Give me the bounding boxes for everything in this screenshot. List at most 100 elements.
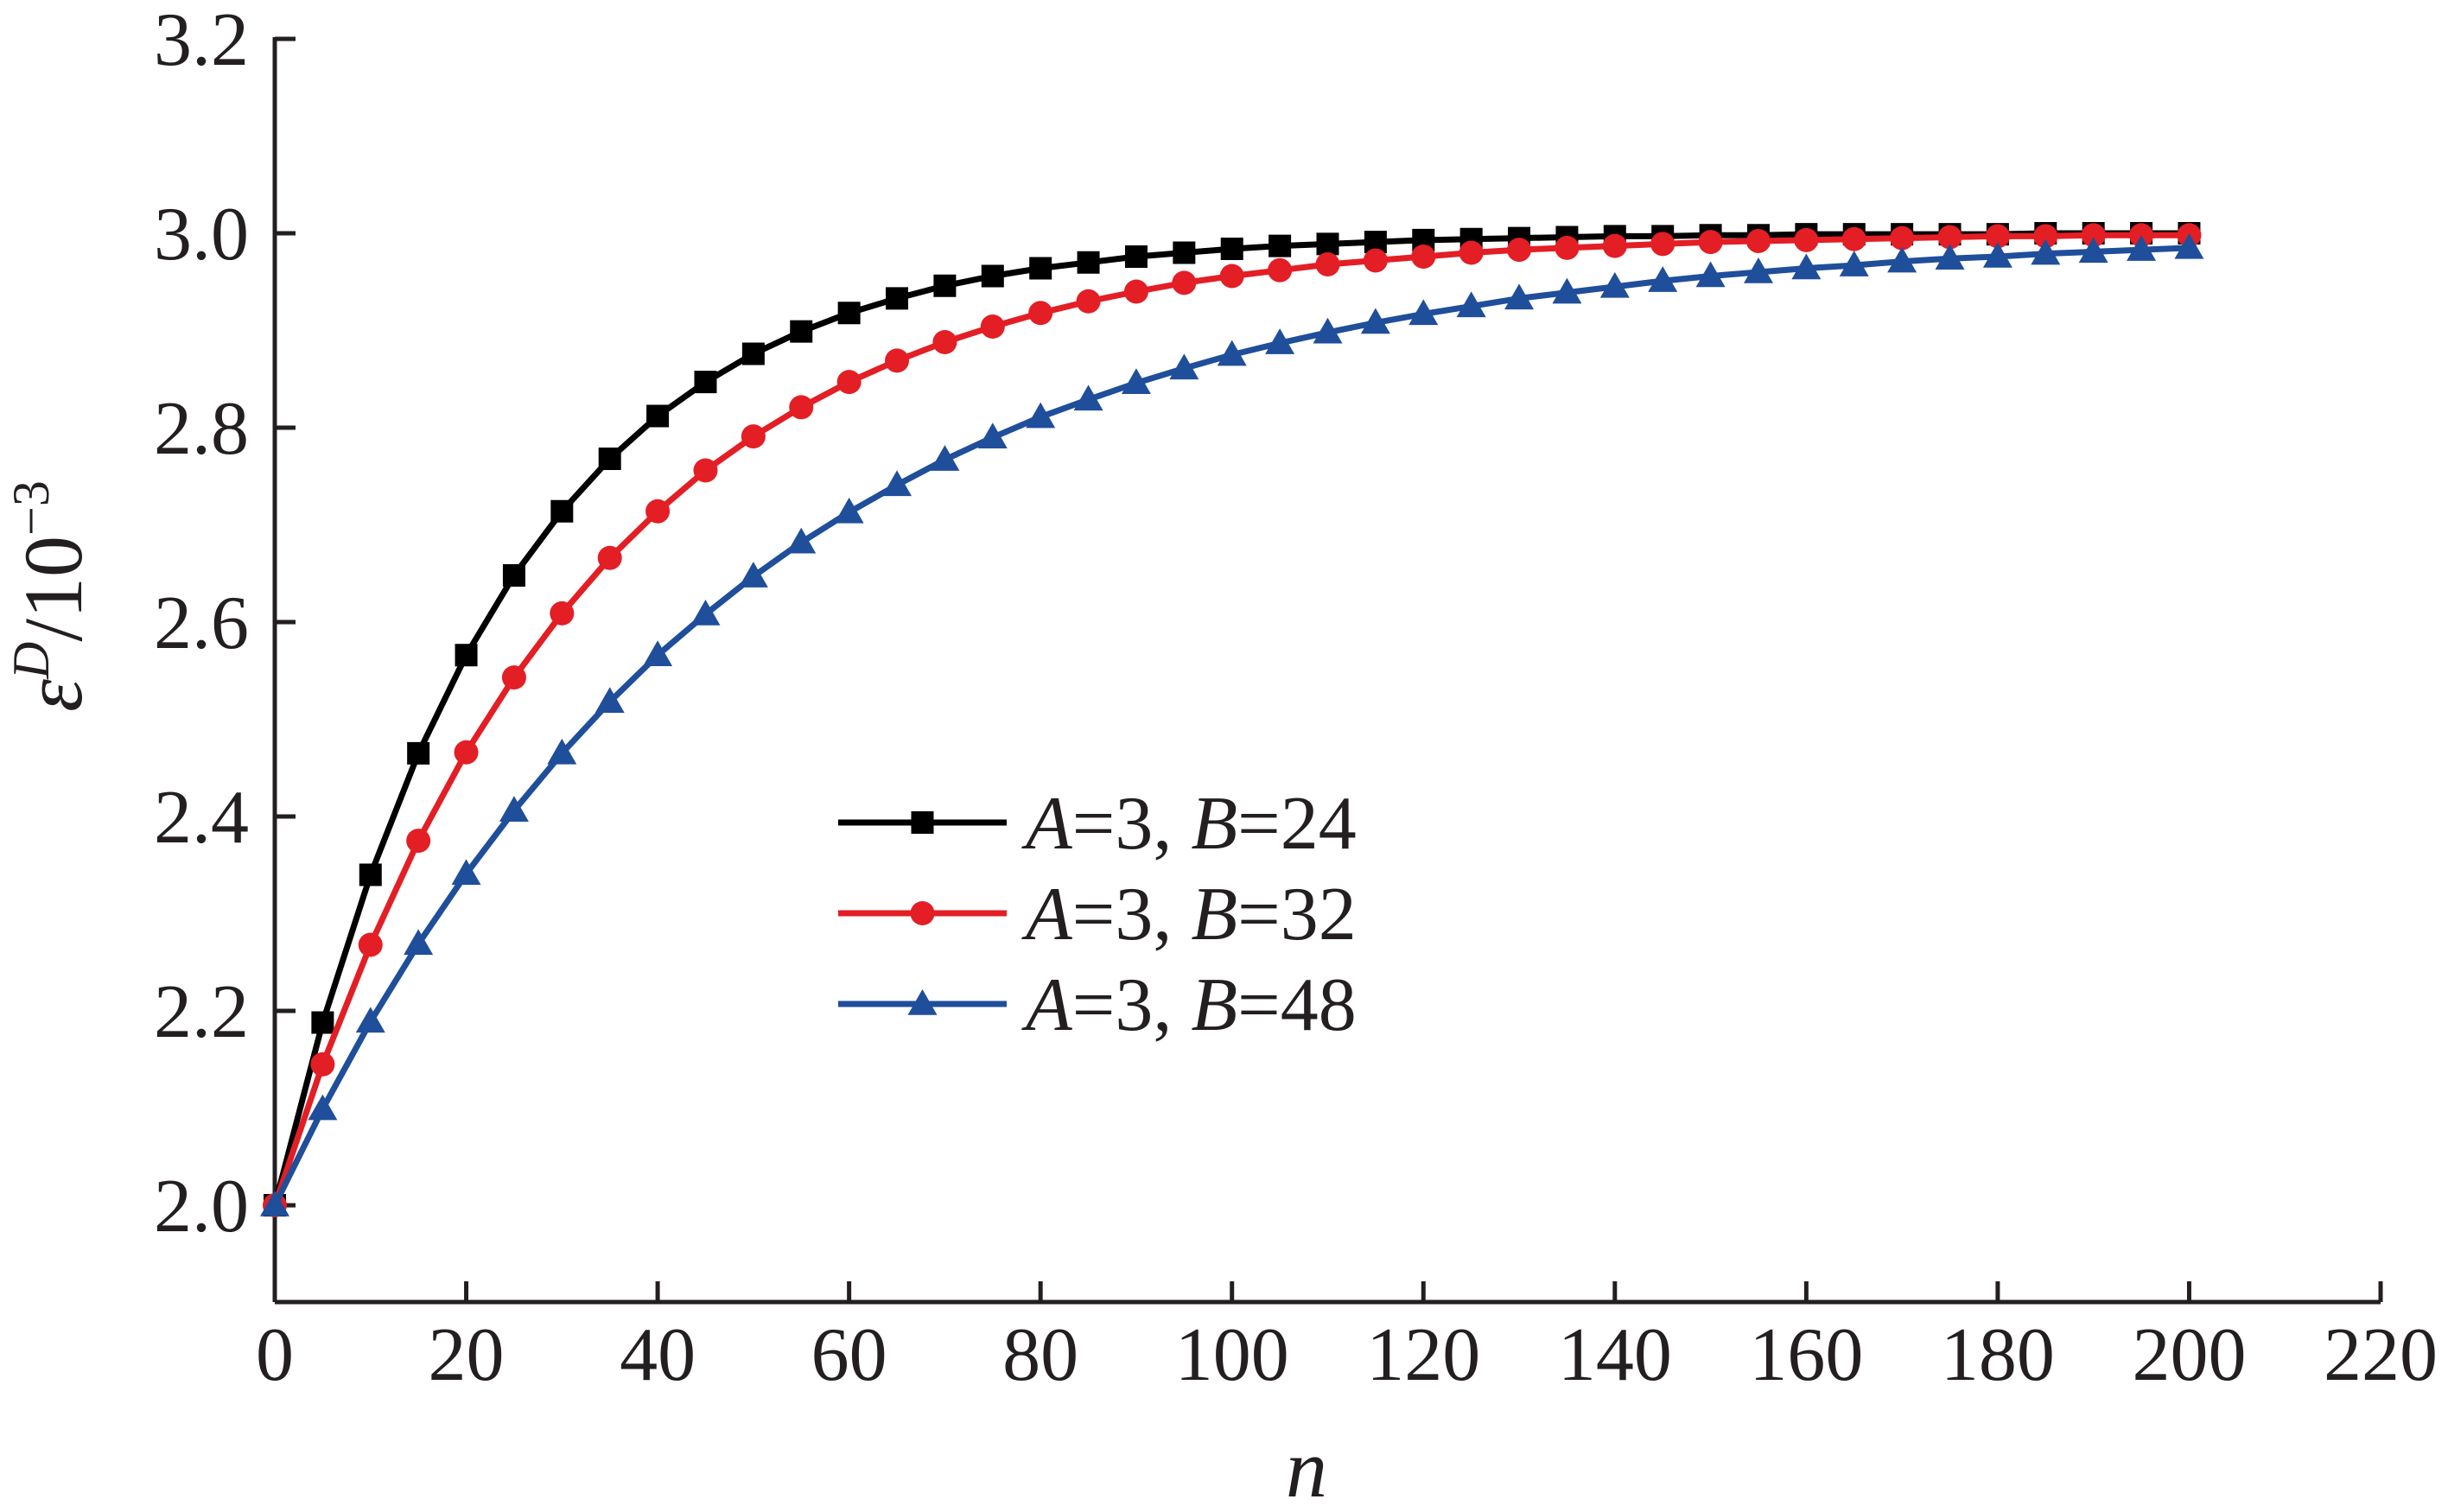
data-point [359,863,382,886]
data-point [1268,257,1293,283]
data-point [1743,257,1773,283]
data-point [1173,241,1196,264]
y-axis-label-base: ε [7,679,99,712]
series-line [271,230,2190,1206]
data-point [550,600,575,626]
x-tick-label: 0 [256,1313,294,1397]
data-point [1121,368,1151,394]
data-point [1935,244,1965,270]
legend-marker [907,989,938,1015]
legend-item: A=3, B=32 [838,873,1357,956]
data-point [690,600,721,626]
y-axis-label-superscript: D [3,642,60,680]
legend: A=3, B=24A=3, B=32A=3, B=48 [838,782,1357,1047]
data-point [1555,235,1580,260]
data-point [358,932,383,957]
x-ticks: 0 20 40 60 80 100 120 140 160 180 200 220 [256,1281,2438,1397]
x-tick-label: 20 [429,1313,505,1397]
data-point [1269,234,1292,257]
data-point [1220,238,1243,260]
legend-label-part: A [1021,963,1073,1047]
legend-label-part: =3, [1072,963,1192,1047]
data-point [1745,229,1771,253]
data-point [693,458,718,483]
data-point [1887,246,1917,273]
data-point [1459,240,1484,265]
data-point [1316,232,1339,256]
y-tick-label: 2.4 [154,776,249,860]
x-tick-label: 40 [620,1313,696,1397]
data-point [977,422,1008,448]
data-point [310,1051,335,1077]
data-point [741,342,765,365]
data-point [597,545,622,570]
legend-label: A=3, B=32 [1021,873,1357,956]
data-point [885,348,910,373]
data-point [550,499,574,523]
x-tick-label: 120 [1366,1313,1480,1397]
data-point [1648,266,1678,292]
y-axis-label: εD/10−3 [3,480,99,712]
legend-label-part: B [1191,873,1237,956]
data-point [595,687,625,713]
data-point [1172,270,1197,295]
data-point [2127,235,2157,261]
data-point [1695,261,1726,288]
y-tick-label: 2.6 [154,581,249,665]
data-point [547,738,577,765]
legend-label-part: =3, [1072,782,1192,866]
data-point [1026,402,1056,429]
data-point [932,330,957,354]
x-tick-label: 80 [1002,1313,1078,1397]
data-point [1363,248,1388,273]
legend-label: A=3, B=24 [1021,782,1357,866]
legend-label-part: =3, [1072,873,1192,956]
y-tick-label: 3.2 [154,0,249,82]
series-line [271,245,2190,1207]
legend-label-part: =24 [1237,782,1357,866]
axes [272,37,2381,1305]
data-point [2078,237,2108,264]
data-point [1937,225,1962,250]
series-line [271,232,2190,1207]
data-point [1313,317,1343,344]
data-point [1029,257,1052,280]
data-point [1599,271,1630,298]
data-point [1123,279,1148,304]
series-layer [260,222,2204,1217]
series-0 [264,222,2201,1217]
data-point [1456,291,1486,318]
legend-label-part: =48 [1237,963,1357,1047]
data-point [406,829,431,854]
data-point [1841,226,1866,251]
legend-item: A=3, B=48 [838,963,1357,1047]
data-point [1985,224,2010,249]
data-point [645,499,671,524]
data-point [1073,384,1103,411]
data-point [1602,233,1627,258]
data-point [1077,251,1100,274]
data-point [643,640,673,666]
data-point [404,929,434,956]
x-axis-label: n [1286,1422,1327,1512]
data-point [499,796,529,822]
legend-label-part: =32 [1237,873,1357,956]
legend-label-part: A [1021,873,1073,956]
data-point [2081,223,2106,248]
data-point [2031,238,2061,265]
legend-marker [911,811,934,834]
y-axis-label-suffix: /10 [7,536,99,642]
y-axis-label-exponent: −3 [3,480,60,536]
data-point [1169,353,1199,380]
data-point [1028,301,1053,326]
legend-item: A=3, B=24 [838,782,1357,866]
x-tick-label: 60 [811,1313,887,1397]
data-point [1219,264,1244,289]
legend-label-part: B [1191,963,1237,1047]
data-point [2033,224,2058,249]
data-point [455,644,478,667]
data-point [1890,226,1915,251]
y-tick-label: 2.0 [154,1165,249,1248]
data-point [834,497,864,524]
